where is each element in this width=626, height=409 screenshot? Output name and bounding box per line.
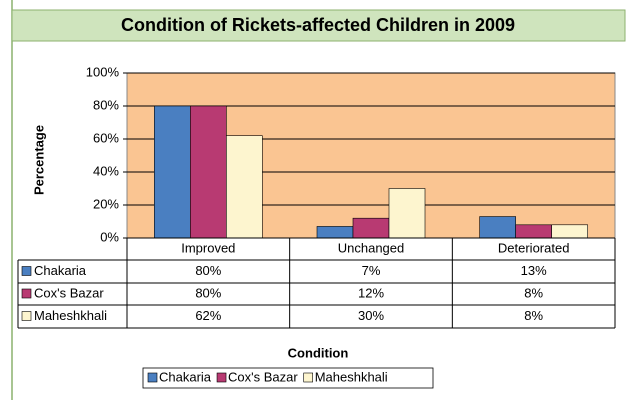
table-cell: 7% <box>362 263 381 278</box>
x-axis-title: Condition <box>288 345 349 360</box>
legend-swatch <box>147 372 158 383</box>
legend-box <box>142 367 434 389</box>
table-cell: 8% <box>524 308 543 323</box>
bar <box>352 217 390 239</box>
table-row-header: Chakaria <box>34 263 87 278</box>
bar <box>479 216 516 239</box>
y-tick-label: 60% <box>93 130 119 145</box>
table-cell: 62% <box>195 308 221 323</box>
x-tick-label: Deteriorated <box>498 240 570 255</box>
table-cell: 13% <box>521 263 547 278</box>
x-tick-label: Unchanged <box>338 240 405 255</box>
title-band <box>11 9 626 42</box>
legend-swatch <box>21 311 32 321</box>
table-cell: 12% <box>358 285 384 300</box>
legend-swatch <box>21 288 32 299</box>
bar <box>226 135 263 239</box>
y-axis-title: Percentage <box>31 125 46 195</box>
y-tick-label: 20% <box>93 196 119 211</box>
table-cell: 30% <box>358 308 384 323</box>
x-tick-label: Improved <box>181 240 235 255</box>
y-tick-label: 40% <box>93 163 119 178</box>
bar <box>154 105 191 239</box>
table-row-header: Cox's Bazar <box>34 285 104 300</box>
bar <box>190 105 227 239</box>
table-cell: 80% <box>195 263 221 278</box>
legend-swatch <box>216 372 227 383</box>
legend-label: Cox's Bazar <box>228 369 298 384</box>
bar <box>551 224 588 239</box>
table-cell: 8% <box>524 285 543 300</box>
chart-title: Condition of Rickets-affected Children i… <box>121 15 515 35</box>
y-tick-label: 0% <box>100 229 119 244</box>
bar <box>388 188 426 239</box>
bar <box>515 224 552 239</box>
table-cell: 80% <box>195 285 221 300</box>
legend-label: Chakaria <box>159 369 212 384</box>
table-row-header: Maheshkhali <box>34 308 107 323</box>
legend-swatch <box>303 372 314 383</box>
bar <box>316 226 354 239</box>
y-tick-label: 80% <box>93 97 119 112</box>
y-tick-label: 100% <box>86 64 120 79</box>
legend-swatch <box>21 266 32 276</box>
legend-label: Maheshkhali <box>315 369 388 384</box>
